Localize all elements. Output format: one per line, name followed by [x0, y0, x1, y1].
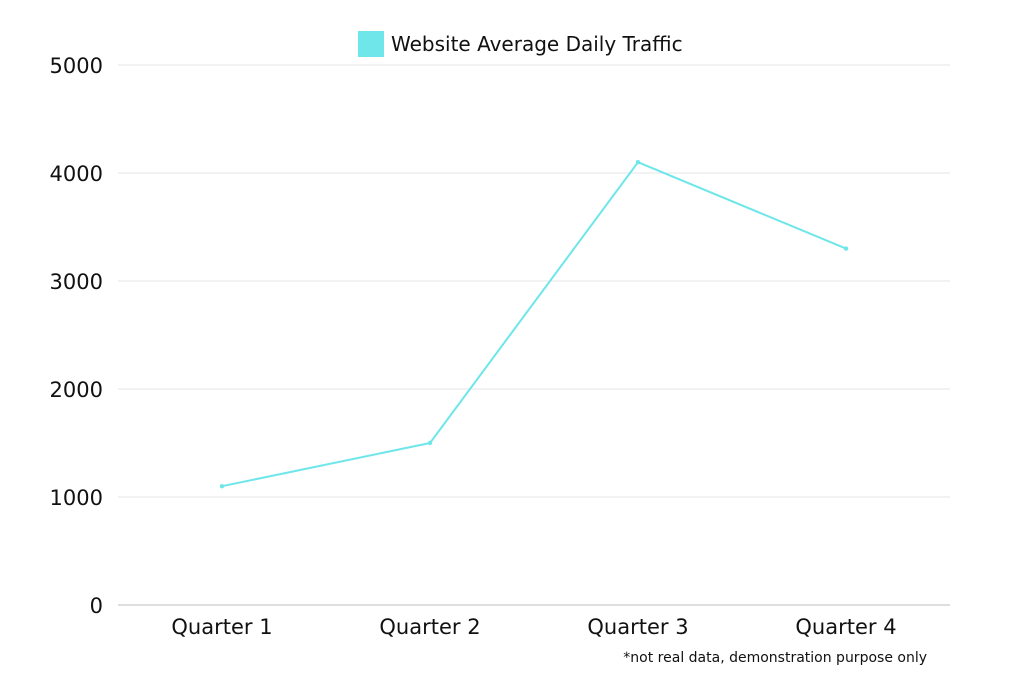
legend: Website Average Daily Traffic: [358, 31, 683, 57]
y-tick-label: 5000: [50, 54, 103, 78]
y-tick-label: 3000: [50, 270, 103, 294]
gridlines: [118, 64, 950, 498]
y-tick-label: 2000: [50, 378, 103, 402]
data-point: [219, 484, 225, 489]
x-tick-label: Quarter 3: [587, 615, 688, 639]
x-axis-ticks: Quarter 1 Quarter 2 Quarter 3 Quarter 4: [171, 615, 896, 639]
legend-label: Website Average Daily Traffic: [391, 32, 683, 56]
y-axis: 0 1000 2000 3000 4000 5000: [50, 54, 103, 618]
data-point: [427, 440, 433, 446]
x-tick-label: Quarter 1: [171, 615, 272, 639]
series-layer: [219, 160, 849, 489]
legend-swatch: [358, 31, 384, 57]
footnote-annotation: *not real data, demonstration purpose on…: [623, 650, 927, 666]
x-tick-label: Quarter 4: [795, 615, 896, 639]
data-point: [635, 160, 641, 165]
x-tick-label: Quarter 2: [379, 615, 480, 639]
series-line: [221, 161, 847, 488]
data-point: [843, 246, 849, 251]
y-tick-label: 1000: [50, 486, 103, 510]
y-tick-label: 4000: [50, 162, 103, 186]
y-tick-label: 0: [90, 594, 103, 618]
